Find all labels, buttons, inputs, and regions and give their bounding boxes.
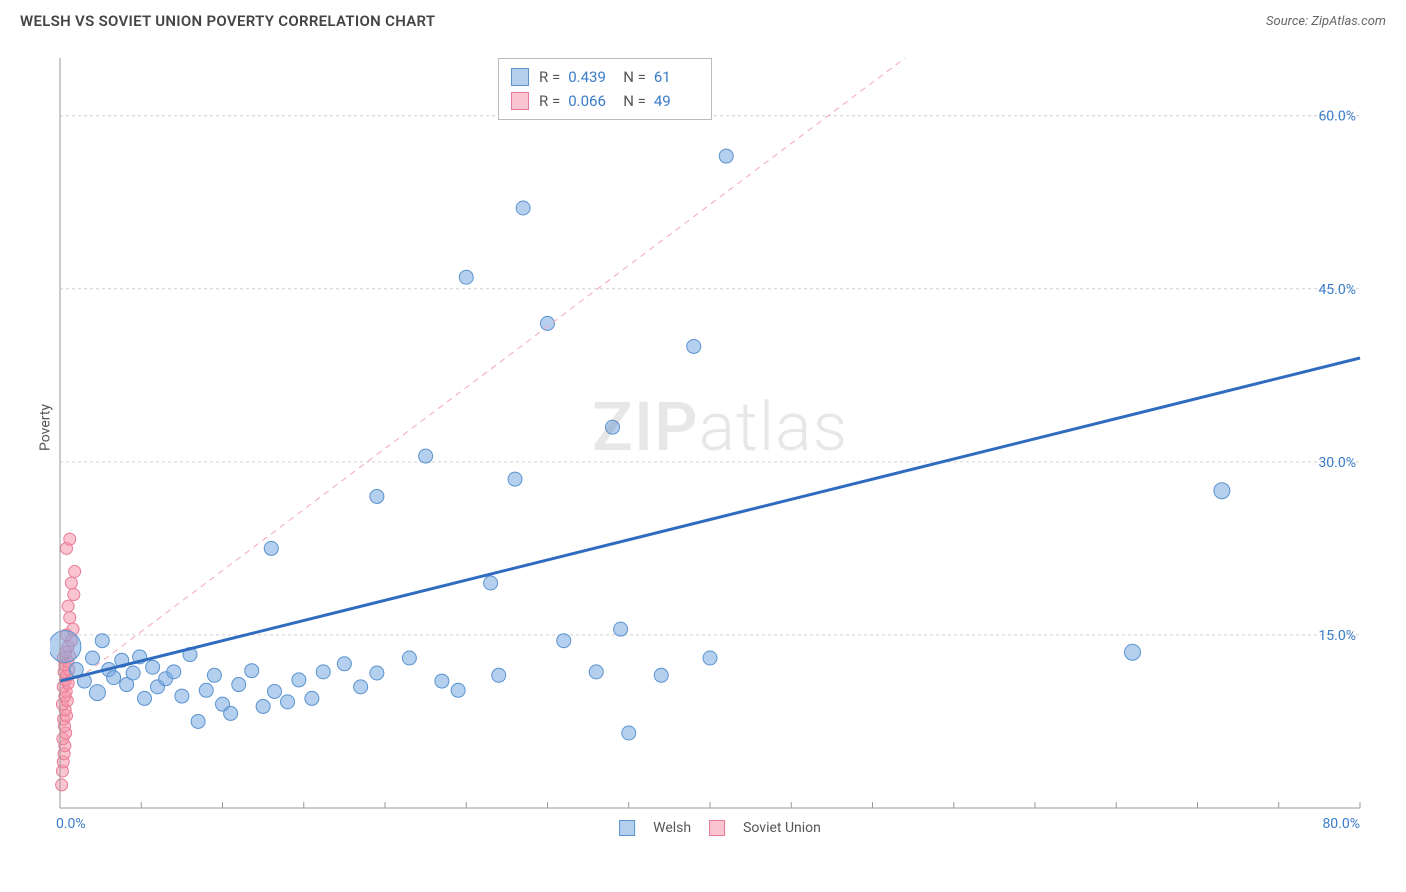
swatch-welsh-icon [511, 68, 529, 86]
stats-row-welsh: R = 0.439 N = 61 [511, 65, 699, 89]
series-legend: Welsh Soviet Union [619, 820, 821, 836]
trend-line-soviet [60, 58, 905, 693]
stats-row-soviet: R = 0.066 N = 49 [511, 89, 699, 113]
chart-header: WELSH VS SOVIET UNION POVERTY CORRELATIO… [0, 0, 1406, 38]
svg-text:15.0%: 15.0% [1318, 628, 1356, 644]
svg-text:80.0%: 80.0% [1322, 816, 1360, 832]
swatch-welsh-icon [619, 820, 635, 836]
svg-text:30.0%: 30.0% [1318, 455, 1356, 471]
scatter-plot: 15.0% 30.0% 45.0% 60.0% 0.0% 80.0% [50, 48, 1390, 838]
trend-line-welsh [60, 358, 1360, 681]
svg-text:60.0%: 60.0% [1318, 109, 1356, 125]
chart-source: Source: ZipAtlas.com [1266, 14, 1386, 29]
legend-label-welsh: Welsh [653, 820, 691, 836]
swatch-soviet-icon [709, 820, 725, 836]
stats-legend: R = 0.439 N = 61 R = 0.066 N = 49 [498, 58, 712, 120]
svg-text:0.0%: 0.0% [56, 816, 86, 832]
chart-area: Poverty 15.0%30.0%45.0%60.0%0.0%80.0% ZI… [50, 48, 1390, 838]
swatch-soviet-icon [511, 92, 529, 110]
legend-label-soviet: Soviet Union [743, 820, 821, 836]
chart-title: WELSH VS SOVIET UNION POVERTY CORRELATIO… [20, 12, 435, 30]
svg-text:45.0%: 45.0% [1318, 282, 1356, 298]
